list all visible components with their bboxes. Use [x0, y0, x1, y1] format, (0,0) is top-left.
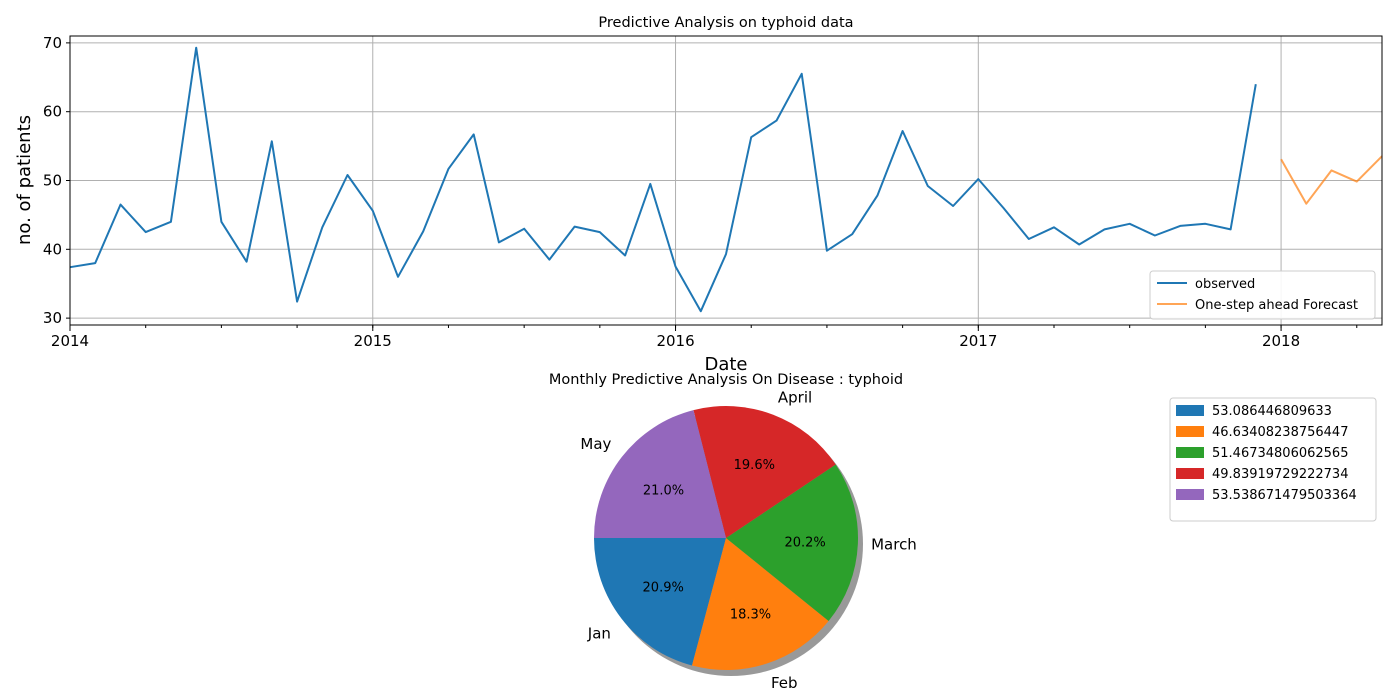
pie-percent-label: 21.0% — [643, 483, 684, 498]
x-axis-ticks: 2014 2015 2016 2017 2018 — [51, 325, 1358, 350]
pie-chart: Monthly Predictive Analysis On Disease :… — [549, 372, 1377, 692]
pie-category-label: Feb — [771, 674, 798, 692]
pie-slices — [594, 405, 858, 671]
pie-category-label: March — [871, 536, 917, 554]
legend-label-observed: observed — [1195, 277, 1255, 292]
pie-legend-swatch — [1176, 405, 1204, 416]
line-chart-series — [69, 46, 1383, 313]
pie-slice-march — [726, 464, 858, 622]
y-tick-label: 60 — [43, 103, 62, 121]
pie-slice-jan — [594, 538, 726, 666]
y-tick-label: 50 — [43, 172, 62, 190]
x-tick-label: 2015 — [354, 332, 392, 350]
pie-legend-box — [1169, 397, 1377, 522]
y-tick-label: 70 — [43, 34, 62, 52]
x-tick-label: 2017 — [959, 332, 997, 350]
pie-percent-label: 18.3% — [730, 607, 771, 622]
x-tick-label: 2018 — [1262, 332, 1300, 350]
pie-percent-label: 20.2% — [784, 536, 825, 551]
line-chart-title: Predictive Analysis on typhoid data — [598, 15, 853, 31]
pie-percent-label: 19.6% — [734, 458, 775, 473]
y-axis-ticks: 30 40 50 60 70 — [43, 34, 70, 327]
pie-labels: 20.9% Jan 18.3% Feb 20.2% March 19.6% April 21.0… — [580, 388, 916, 692]
pie-legend-label: 51.46734806062565 — [1212, 446, 1348, 461]
legend-box — [1149, 270, 1376, 320]
pie-legend-label: 46.63408238756447 — [1212, 425, 1348, 440]
pie-legend-label: 53.086446809633 — [1212, 404, 1332, 419]
pie-chart-title: Monthly Predictive Analysis On Disease :… — [549, 372, 903, 388]
x-tick-label: 2016 — [656, 332, 694, 350]
pie-category-label: May — [580, 435, 611, 453]
line-chart-legend: observed One-step ahead Forecast — [1149, 270, 1376, 320]
observed-series-line — [69, 46, 1257, 313]
pie-slice-feb — [692, 538, 829, 671]
pie-slice-april — [693, 405, 836, 538]
x-axis-label: Date — [704, 354, 747, 375]
pie-legend-swatch — [1176, 447, 1204, 458]
pie-legend-label: 53.538671479503364 — [1212, 488, 1357, 503]
pie-category-label: April — [778, 388, 812, 406]
pie-legend-label: 49.83919729222734 — [1212, 467, 1348, 482]
pie-legend-swatch — [1176, 489, 1204, 500]
x-tick-label: 2014 — [51, 332, 89, 350]
legend-label-forecast: One-step ahead Forecast — [1195, 298, 1358, 313]
pie-legend: 53.086446809633 46.63408238756447 51.46734… — [1169, 397, 1377, 522]
pie-legend-swatch — [1176, 426, 1204, 437]
pie-legend-swatch — [1176, 468, 1204, 479]
pie-category-label: Jan — [587, 625, 611, 643]
pie-slice-may — [594, 410, 726, 538]
y-axis-label: no. of patients — [14, 115, 35, 245]
pie-percent-label: 20.9% — [643, 580, 684, 595]
forecast-series-line — [1280, 155, 1383, 205]
y-tick-label: 30 — [43, 309, 62, 327]
y-tick-label: 40 — [43, 240, 62, 258]
line-chart: Predictive Analysis on typhoid data 30 40… — [14, 15, 1383, 375]
